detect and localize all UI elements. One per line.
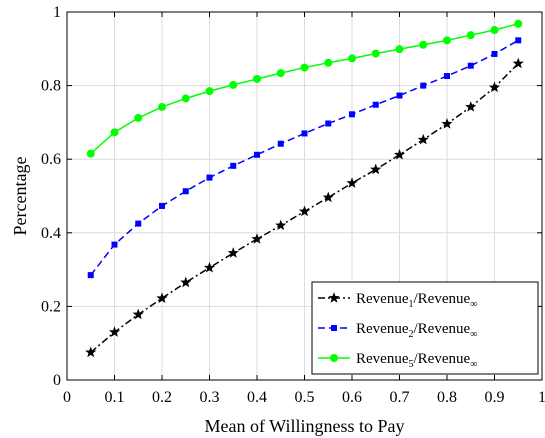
series-layer — [85, 19, 524, 358]
data-point — [251, 233, 263, 244]
data-point — [348, 54, 356, 63]
x-tick-label: 0.1 — [105, 389, 125, 406]
y-tick-label: 0.8 — [41, 78, 61, 95]
data-point — [110, 128, 119, 137]
y-axis-label: Percentage — [10, 157, 30, 236]
data-point — [254, 151, 260, 158]
data-point — [181, 94, 190, 103]
y-tick-label: 1 — [53, 4, 61, 21]
data-point — [85, 346, 97, 358]
data-point — [206, 174, 213, 181]
data-point — [180, 276, 192, 288]
data-point — [159, 202, 165, 209]
legend-label: Revenue5/Revenue∞ — [356, 351, 477, 370]
data-point — [230, 162, 237, 169]
x-tick-label: 0.2 — [152, 389, 172, 406]
x-tick-label: 1 — [538, 389, 545, 406]
x-tick-label: 0 — [63, 389, 71, 406]
y-tick-label: 0.4 — [41, 225, 61, 242]
data-point — [419, 40, 428, 49]
data-point — [156, 292, 168, 304]
x-tick-label: 0.4 — [247, 389, 267, 406]
legend-label: Revenue2/Revenue∞ — [356, 321, 477, 340]
data-point — [277, 140, 284, 147]
data-point — [108, 326, 121, 337]
data-point — [135, 220, 142, 227]
data-point — [349, 111, 355, 118]
data-point — [444, 73, 450, 80]
x-tick-label: 0.8 — [437, 389, 457, 406]
data-point — [443, 36, 451, 45]
x-tick-label: 0.3 — [200, 389, 220, 406]
legend-item: Revenue5/Revenue∞ — [318, 351, 477, 370]
x-axis-label: Mean of Willingness to Pay — [205, 416, 405, 436]
x-tick-label: 0.9 — [485, 389, 505, 406]
legend-marker — [331, 325, 337, 331]
data-point — [300, 63, 309, 72]
data-point — [467, 62, 474, 69]
data-point — [514, 19, 523, 28]
y-tick-label: 0.6 — [41, 151, 61, 168]
data-point — [253, 74, 261, 83]
series-3 — [86, 19, 523, 158]
data-point — [229, 80, 238, 89]
legend: Revenue1/Revenue∞ Revenue2/Revenue∞ Revenu… — [311, 281, 539, 375]
data-point — [488, 81, 501, 93]
data-point — [132, 308, 144, 320]
data-point — [441, 118, 453, 129]
data-point — [466, 31, 475, 40]
series-2 — [87, 37, 522, 279]
legend-marker — [328, 292, 340, 303]
data-point — [325, 120, 332, 127]
data-point — [298, 205, 311, 217]
legend-label: Revenue1/Revenue∞ — [356, 291, 477, 310]
axis-ticks: 0 0.1 0.2 0.3 0.4 0.5 0.6 0.7 0.8 0.9 1 0 0.2 0.4 0.6 0… — [41, 4, 545, 406]
data-point — [491, 50, 498, 57]
legend-item: Revenue2/Revenue∞ — [318, 321, 477, 340]
data-point — [420, 82, 427, 89]
data-point — [396, 92, 403, 99]
data-point — [134, 113, 143, 122]
x-tick-label: 0.6 — [342, 389, 362, 406]
data-point — [158, 102, 166, 111]
data-point — [490, 26, 499, 35]
data-point — [276, 69, 285, 78]
data-point — [371, 49, 380, 58]
data-point — [372, 101, 379, 108]
data-point — [87, 272, 94, 279]
data-point — [465, 101, 477, 112]
x-tick-label: 0.5 — [295, 389, 315, 406]
data-point — [395, 45, 404, 54]
data-point — [322, 191, 334, 203]
y-tick-label: 0.2 — [41, 298, 61, 315]
data-point — [512, 57, 524, 69]
data-point — [182, 188, 189, 195]
data-point — [370, 163, 382, 175]
data-point — [324, 58, 333, 67]
series-1 — [85, 57, 524, 358]
data-point — [86, 149, 95, 158]
data-point — [346, 177, 358, 188]
data-point — [301, 130, 308, 137]
data-point — [111, 241, 118, 248]
data-point — [205, 87, 214, 96]
legend-marker — [330, 354, 338, 362]
legend-item: Revenue1/Revenue∞ — [318, 291, 477, 310]
data-point — [417, 133, 429, 145]
data-point — [275, 219, 287, 231]
data-point — [393, 148, 406, 160]
x-tick-label: 0.7 — [390, 389, 410, 406]
y-tick-label: 0 — [53, 372, 61, 389]
data-point — [227, 247, 239, 258]
data-point — [203, 261, 216, 273]
data-point — [515, 37, 522, 44]
